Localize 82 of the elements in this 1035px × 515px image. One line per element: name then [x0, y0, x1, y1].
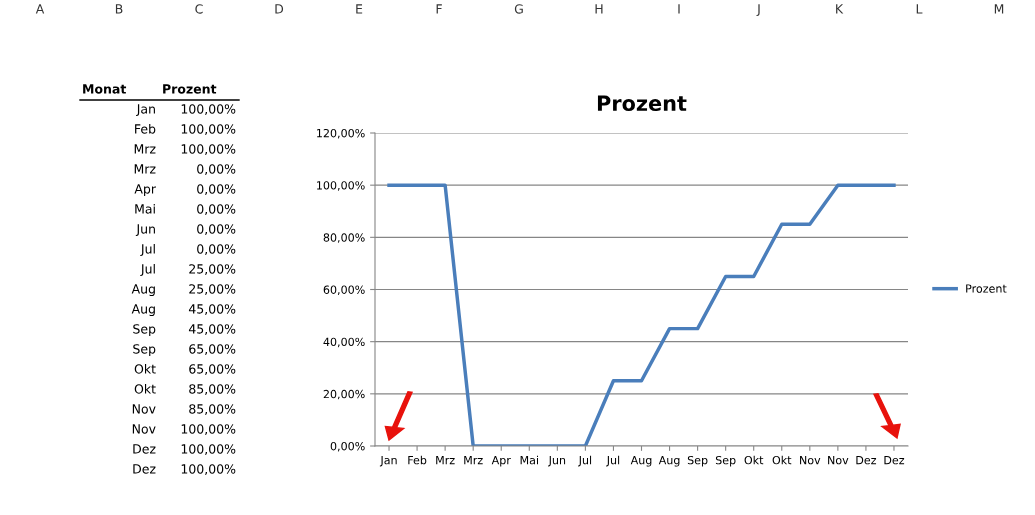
y-tick-label: 80,00% [323, 233, 365, 243]
text: 65,00% [189, 344, 236, 355]
x-tick-label: Dez [884, 456, 905, 465]
x-tick-label: Mai [520, 455, 538, 465]
x-tick-label: Sep [715, 455, 736, 467]
text: 45,00% [188, 304, 236, 315]
text: J [756, 4, 760, 16]
text: 100,00% [181, 104, 236, 115]
text: A [35, 4, 45, 14]
text: Mrz [134, 144, 156, 154]
text: Aug [131, 304, 155, 317]
y-tick-label: 100,00% [317, 181, 365, 191]
y-tick-label: 120,00% [317, 128, 365, 139]
text: Okt [134, 383, 156, 394]
x-tick-label: Sep [687, 455, 708, 467]
text: Prozent [163, 84, 217, 94]
line-series [387, 183, 896, 446]
text: C [195, 4, 203, 14]
x-tick-label: Dez [856, 456, 877, 465]
text: 0,00% [197, 184, 236, 195]
text: Nov [132, 424, 156, 434]
x-tick-label: Mrz [436, 456, 455, 465]
text: 25,00% [189, 284, 236, 295]
x-tick-label: Aug [658, 456, 680, 467]
text: 100,00% [181, 424, 236, 435]
text: Dez [133, 444, 156, 454]
x-tick-label: Okt [772, 455, 792, 465]
text: 100,00% [181, 444, 236, 455]
text: 65,00% [189, 364, 236, 375]
y-tick-label: 40,00% [323, 337, 365, 348]
text: 100,00% [181, 124, 236, 135]
text: Feb [135, 123, 156, 134]
text: F [436, 4, 442, 14]
text: Nov [132, 404, 156, 414]
legend-label: Prozent [966, 284, 1007, 293]
text: 0,00% [197, 204, 236, 215]
text: G [514, 4, 523, 14]
x-tick-label: Aug [630, 456, 652, 467]
text: Okt [134, 363, 156, 374]
y-tick-label: 20,00% [323, 389, 365, 400]
text: 85,00% [189, 404, 236, 415]
text: 0,00% [197, 244, 236, 255]
text: 100,00% [181, 144, 236, 155]
text: M [994, 4, 1004, 14]
text: Sep [133, 324, 156, 337]
text: 85,00% [189, 384, 236, 395]
x-tick-label: Nov [828, 456, 849, 465]
y-tick-label: 60,00% [323, 285, 365, 296]
x-tick-label: Feb [408, 455, 427, 465]
x-tick-label: Jan [379, 456, 397, 467]
x-tick-label: Jul [606, 455, 620, 467]
text: Mai [135, 203, 155, 214]
text: 100,00% [181, 464, 236, 475]
x-tick-label: Jun [548, 456, 566, 467]
x-tick-label: Okt [744, 455, 764, 465]
text: D [275, 4, 284, 14]
text: Jan [136, 104, 155, 116]
text: 0,00% [197, 224, 236, 235]
text: E [356, 4, 363, 14]
text: Mrz [134, 164, 156, 174]
text: I [678, 4, 680, 14]
text: Dez [133, 464, 156, 474]
text: Monat [83, 84, 127, 94]
text: 0,00% [197, 164, 236, 175]
y-tick-label: 0,00% [330, 441, 365, 452]
text: 25,00% [189, 264, 236, 275]
x-tick-label: Mrz [464, 456, 483, 465]
text: Jul [140, 263, 155, 276]
text: Aug [131, 284, 155, 297]
text: Sep [133, 344, 156, 357]
text: H [595, 4, 603, 14]
text: K [836, 4, 844, 14]
text: L [916, 4, 923, 14]
x-tick-label: Nov [800, 456, 821, 465]
text: B [115, 4, 123, 14]
text: Apr [134, 184, 156, 197]
x-tick-label: Apr [491, 456, 511, 467]
text: 45,00% [188, 324, 236, 335]
chart-title: Prozent [597, 95, 687, 112]
text: Jul [140, 243, 155, 256]
text: Jun [135, 224, 155, 236]
x-tick-label: Jul [578, 455, 592, 467]
